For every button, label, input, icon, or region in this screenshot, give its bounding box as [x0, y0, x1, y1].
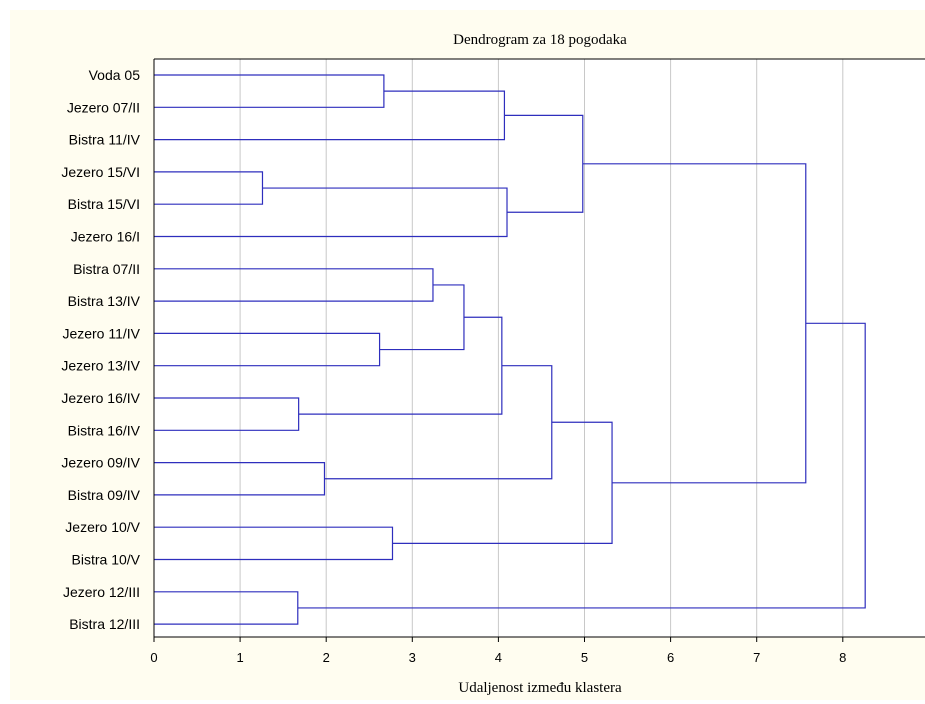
grid-lines	[239, 59, 844, 637]
leaf-label: Bistra 12/III	[69, 616, 140, 632]
leaf-label: Jezero 13/IV	[61, 358, 140, 374]
dendrogram-link-c17	[297, 322, 866, 609]
leaf-label: Bistra 07/II	[73, 261, 140, 277]
x-axis-ticks: 0123456789	[150, 637, 846, 665]
leaf-label: Jezero 07/II	[67, 99, 140, 115]
leaf-label: Voda 05	[89, 67, 141, 83]
leaf-label: Jezero 16/IV	[61, 390, 140, 406]
leaf-label: Jezero 12/III	[63, 584, 140, 600]
leaf-label: Jezero 16/I	[71, 229, 140, 245]
leaf-label: Jezero 10/V	[65, 519, 140, 535]
leaf-label: Jezero 11/IV	[62, 325, 140, 341]
x-tick-label-3: 3	[409, 650, 416, 665]
leaf-label: Jezero 09/IV	[61, 455, 140, 471]
leaf-labels: Voda 05 Jezero 07/II Bistra 11/IV Jezero 15…	[61, 67, 140, 632]
leaf-label: Bistra 16/IV	[68, 422, 141, 438]
leaf-label: Bistra 13/IV	[68, 293, 141, 309]
x-tick-label-2: 2	[323, 650, 330, 665]
chart-title: Dendrogram za 18 pogodaka	[453, 32, 627, 48]
x-tick-label-7: 7	[753, 650, 760, 665]
x-tick-label-4: 4	[495, 650, 502, 665]
dendrogram-links	[154, 74, 866, 625]
x-tick-label-8: 8	[839, 650, 846, 665]
leaf-label: Jezero 15/VI	[61, 164, 140, 180]
plot-area	[154, 59, 925, 637]
x-tick-label-1: 1	[236, 650, 243, 665]
leaf-label: Bistra 10/V	[72, 552, 141, 568]
leaf-label: Bistra 09/IV	[68, 487, 141, 503]
x-axis-label: Udaljenost između klastera	[458, 680, 622, 696]
x-tick-label-6: 6	[667, 650, 674, 665]
leaf-label: Bistra 11/IV	[69, 132, 141, 148]
x-tick-label-5: 5	[581, 650, 588, 665]
x-tick-label-0: 0	[150, 650, 157, 665]
leaf-label: Bistra 15/VI	[68, 196, 140, 212]
